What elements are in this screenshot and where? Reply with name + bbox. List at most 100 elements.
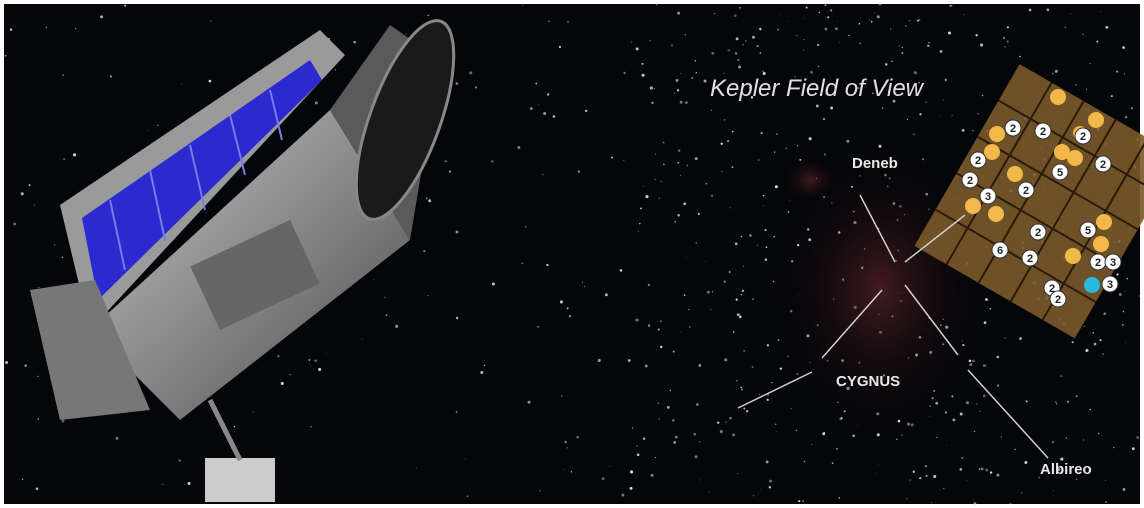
star [798,500,800,502]
star [767,394,769,396]
star [535,83,537,85]
title: Kepler Field of View [710,75,925,102]
star [943,488,944,489]
star-label: Deneb [852,155,898,172]
star [827,16,829,18]
badge-number: 2 [1040,126,1046,138]
star [827,12,828,13]
star [654,88,655,89]
star [1066,437,1067,438]
star [602,477,605,480]
star [806,6,808,8]
star [46,27,47,28]
star [776,133,777,134]
star [651,474,654,477]
star [780,367,782,369]
star [973,502,976,505]
star [542,174,543,175]
star [1052,73,1054,75]
star [1103,313,1106,316]
star [985,469,988,472]
star [75,28,76,29]
star [910,479,911,480]
star [680,73,681,74]
star [449,170,451,172]
star [1101,357,1102,358]
star [642,74,645,77]
star [907,119,908,120]
star [1105,501,1107,503]
star [949,5,951,7]
star [925,465,927,467]
star [628,359,631,362]
star [1100,11,1101,12]
star [1076,395,1078,397]
star [891,61,893,63]
star [362,338,363,339]
star [974,431,976,433]
star [1004,337,1005,338]
star [885,63,888,66]
star [943,100,944,101]
star [374,279,375,280]
badge-number: 2 [1100,159,1106,171]
star [655,179,656,180]
star [743,44,744,45]
star [54,244,55,245]
star [639,223,640,224]
star [859,23,861,25]
star [848,35,849,36]
star [677,214,680,217]
star [736,380,738,382]
star [986,364,987,365]
star [699,480,700,481]
star [678,149,680,151]
star [38,418,39,419]
star [655,154,656,155]
star [945,79,947,81]
star [318,368,321,371]
star [650,86,653,89]
star [584,286,585,287]
star [1116,71,1118,73]
star [752,366,754,368]
star [5,55,7,57]
star [632,427,633,428]
star [759,394,760,395]
star [982,95,984,97]
star [1021,492,1022,493]
star [769,486,771,488]
star [10,28,13,31]
star [874,12,875,13]
star [823,432,825,434]
star [467,495,469,497]
star [905,25,907,27]
badge-number: 6 [997,245,1003,257]
star [445,160,447,162]
star [1126,278,1128,280]
star [543,112,546,115]
star-label: CYGNUS [836,373,900,390]
star [1004,46,1005,47]
star [707,291,710,294]
star [710,309,711,310]
star [758,159,760,161]
star [631,41,632,42]
star [767,399,769,401]
star [704,80,707,83]
star [1052,441,1054,443]
star [952,418,955,421]
star [966,401,969,404]
star [777,29,779,31]
star [525,226,527,228]
star [326,353,327,354]
star [796,35,797,36]
star [990,471,992,473]
star [210,20,211,21]
star [630,487,633,490]
star [978,113,979,114]
star [658,402,660,404]
star [941,489,942,490]
star [724,119,725,120]
star [1122,324,1124,326]
